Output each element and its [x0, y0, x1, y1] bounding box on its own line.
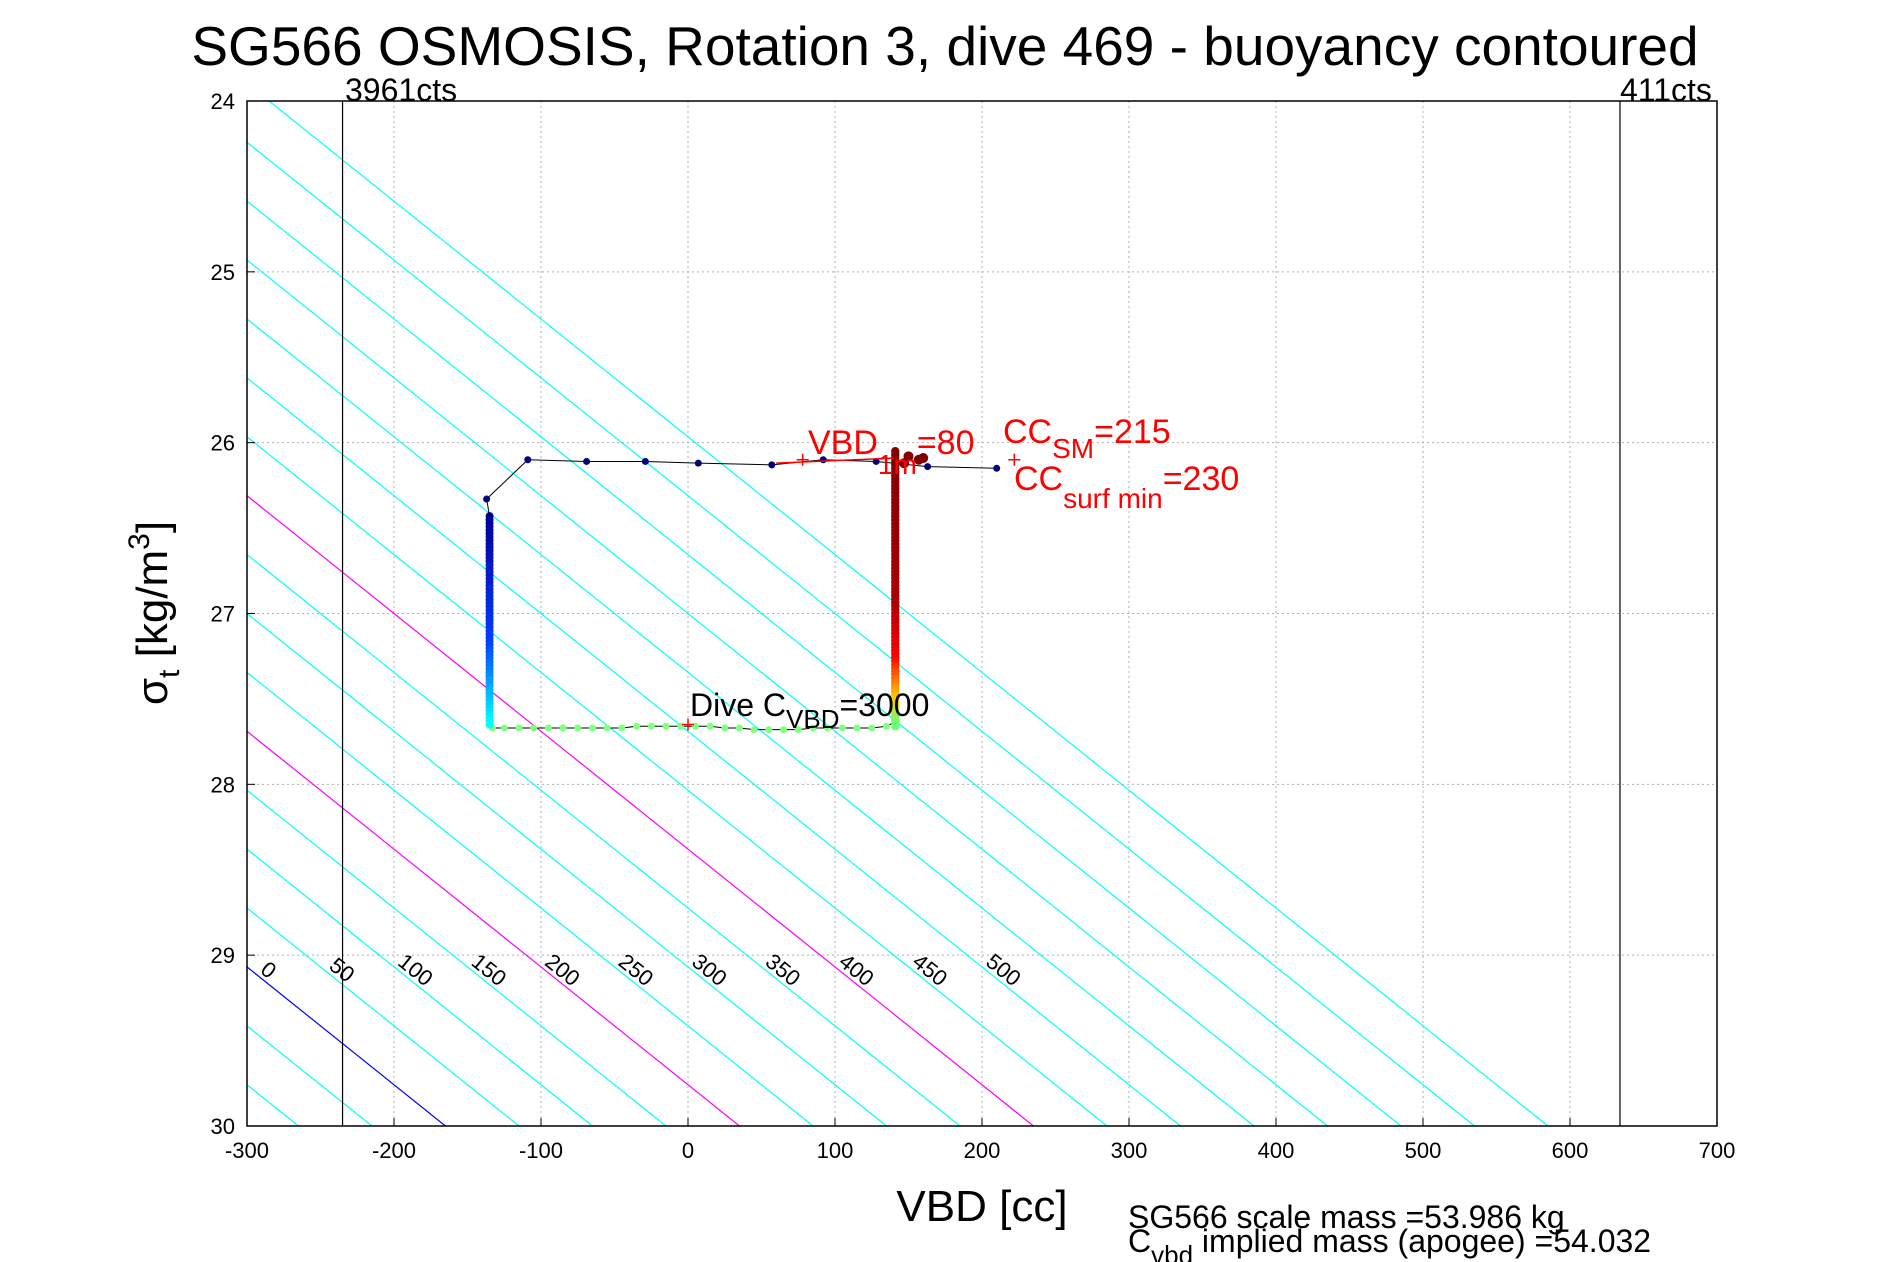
y-tick-label: 26	[211, 431, 235, 456]
climb-point	[524, 456, 532, 464]
x-tick-label: 300	[1111, 1138, 1148, 1163]
cc-sm-label: CCSM=215	[1003, 413, 1171, 464]
left-count-label: 3961cts	[345, 72, 457, 108]
x-tick-label: -100	[519, 1138, 563, 1163]
implied-mass-note: Cvbd implied mass (apogee) =54.032	[1128, 1223, 1651, 1262]
descent-point	[618, 724, 626, 732]
x-tick-label: 700	[1699, 1138, 1736, 1163]
right-column-point	[891, 722, 900, 731]
contour-line	[268, 101, 1549, 1126]
contour-line	[247, 671, 814, 1126]
contour-label-bottom: 450	[908, 949, 952, 991]
pump-count-lines	[341, 101, 1621, 1126]
y-tick-label: 24	[211, 89, 235, 114]
climb-point	[993, 464, 1001, 472]
descent-point	[559, 724, 567, 732]
x-tick-label: 600	[1552, 1138, 1589, 1163]
descent-point	[633, 722, 641, 730]
descent-point	[706, 722, 714, 730]
contour-line	[0, 101, 4, 1126]
descent-point	[794, 726, 802, 734]
x-tick-labels: -300 -200 -100 0 100 200 300 400 500 600 700	[225, 1118, 1735, 1163]
contour-line	[247, 907, 520, 1126]
contour-line	[0, 101, 225, 1126]
x-tick-label: 400	[1258, 1138, 1295, 1163]
climb-point	[694, 459, 702, 467]
contour-line	[247, 789, 667, 1126]
descent-point	[544, 724, 552, 732]
contour-label-bottom: 100	[393, 949, 437, 991]
y-tick-label: 30	[211, 1114, 235, 1139]
contour-line	[247, 553, 961, 1126]
x-tick-label: -200	[372, 1138, 416, 1163]
contour-line	[247, 200, 1402, 1126]
surface-red-segment	[776, 457, 894, 464]
descent-point	[824, 724, 832, 732]
descent-point	[838, 724, 846, 732]
y-tick-labels: 24 25 26 27 28 29 30	[211, 89, 255, 1139]
cc-surf-min-label: CCsurf min=230	[1014, 460, 1239, 514]
climb-point	[924, 463, 932, 471]
density-contours	[0, 101, 1549, 1126]
contour-line	[247, 318, 1255, 1126]
climb-point	[483, 495, 491, 503]
descent-point	[721, 724, 729, 732]
climb-point	[583, 457, 591, 465]
y-tick-label: 29	[211, 943, 235, 968]
contour-line	[247, 848, 593, 1126]
y-axis-label: σt [kg/m3]	[123, 521, 186, 705]
descent-point	[500, 724, 508, 732]
descent-point	[662, 722, 670, 730]
contour-line	[247, 436, 1108, 1126]
scale-mass-note: SG566 scale mass =53.986 kg	[1128, 1199, 1565, 1235]
descent-point	[574, 724, 582, 732]
descent-point	[515, 724, 523, 732]
descent-point	[868, 724, 876, 732]
contour-line	[247, 141, 1475, 1126]
descent-point	[765, 726, 773, 734]
climb-point	[872, 457, 880, 465]
surface-cluster-point	[918, 453, 929, 464]
surface-cluster-point	[899, 458, 910, 469]
x-axis-label: VBD [cc]	[896, 1182, 1067, 1231]
x-tick-label: 200	[964, 1138, 1001, 1163]
descent-point	[735, 724, 743, 732]
descent-point	[588, 724, 596, 732]
left-column-point	[485, 720, 494, 729]
contour-line	[247, 259, 1328, 1126]
descent-point	[647, 722, 655, 730]
descent-point	[809, 724, 817, 732]
descent-point	[882, 722, 890, 730]
y-tick-label: 25	[211, 260, 235, 285]
contour-line	[247, 494, 1034, 1126]
dive-trajectory	[483, 447, 1021, 734]
contour-label-bottom: 250	[614, 949, 658, 991]
contour-label-bottom: 300	[687, 949, 731, 991]
x-tick-label: -300	[225, 1138, 269, 1163]
contour-line	[247, 730, 740, 1126]
x-tick-label: 0	[682, 1138, 694, 1163]
contour-line	[247, 1025, 373, 1126]
x-tick-label: 500	[1405, 1138, 1442, 1163]
contour-line	[247, 612, 887, 1126]
dive-cvbd-label: Dive CVBD=3000	[690, 687, 929, 734]
vbd-1m-label: VBD1m=80	[808, 424, 975, 480]
climb-point	[641, 457, 649, 465]
right-count-label: 411cts	[1620, 72, 1712, 108]
y-tick-label: 27	[211, 602, 235, 627]
descent-point	[780, 726, 788, 734]
contour-label-bottom: 0	[256, 956, 281, 983]
x-tick-label: 100	[817, 1138, 854, 1163]
climb-point	[768, 461, 776, 469]
contour-line	[247, 377, 1181, 1126]
descent-point	[750, 726, 758, 734]
descent-point	[603, 724, 611, 732]
descent-point	[530, 724, 538, 732]
descent-point	[853, 724, 861, 732]
contour-line	[0, 101, 78, 1126]
chart-title: SG566 OSMOSIS, Rotation 3, dive 469 - bu…	[191, 15, 1698, 77]
y-tick-label: 28	[211, 772, 235, 797]
